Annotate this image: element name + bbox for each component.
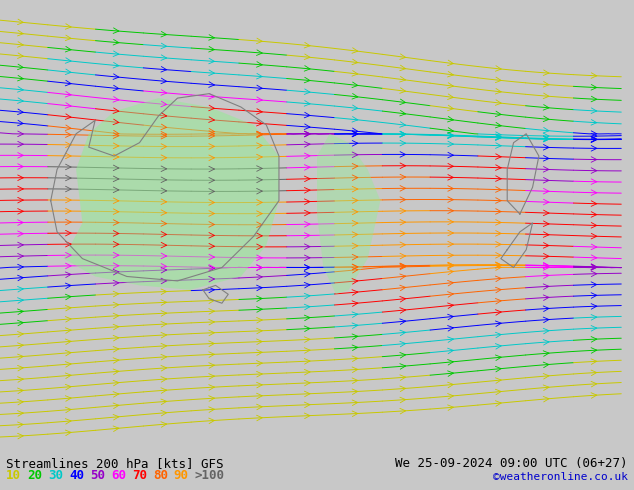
Text: 90: 90 <box>174 469 189 482</box>
Polygon shape <box>63 98 279 290</box>
Text: ©weatheronline.co.uk: ©weatheronline.co.uk <box>493 472 628 482</box>
Text: 70: 70 <box>132 469 147 482</box>
Text: 10: 10 <box>6 469 22 482</box>
Text: >100: >100 <box>195 469 224 482</box>
Text: 40: 40 <box>69 469 84 482</box>
Text: 50: 50 <box>90 469 105 482</box>
Polygon shape <box>317 134 380 294</box>
Text: 60: 60 <box>111 469 126 482</box>
Text: 20: 20 <box>27 469 42 482</box>
Text: Streamlines 200 hPa [kts] GFS: Streamlines 200 hPa [kts] GFS <box>6 457 224 470</box>
Text: 30: 30 <box>48 469 63 482</box>
Text: We 25-09-2024 09:00 UTC (06+27): We 25-09-2024 09:00 UTC (06+27) <box>395 457 628 470</box>
Text: 80: 80 <box>153 469 168 482</box>
